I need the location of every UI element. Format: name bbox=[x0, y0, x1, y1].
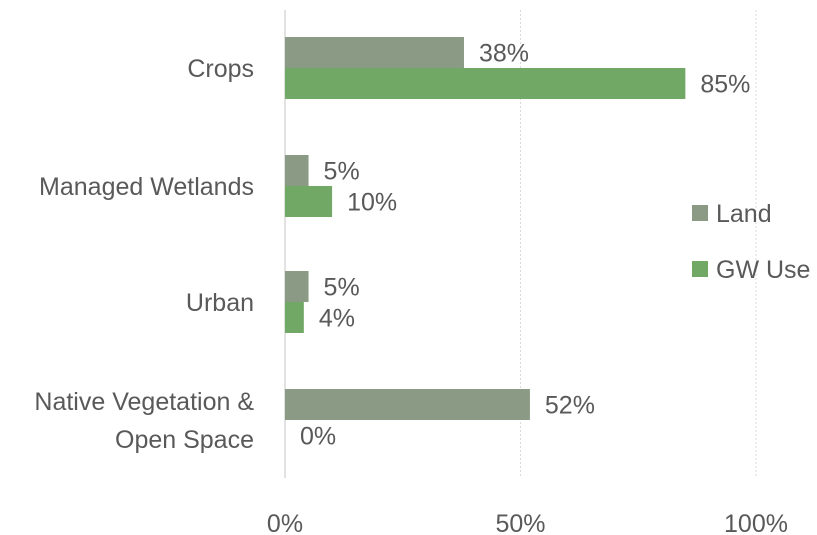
category-label: Native Vegetation & Open Space bbox=[34, 388, 254, 454]
bars: 38% 85% 5% 10% 5% 4% 52% 0% bbox=[285, 37, 750, 451]
x-tick-labels: 0% 50% 100% bbox=[267, 510, 788, 535]
x-tick-label: 0% bbox=[267, 510, 303, 535]
category-label: Crops bbox=[187, 55, 254, 83]
bar-land bbox=[285, 37, 464, 68]
category-label: Managed Wetlands bbox=[39, 173, 254, 201]
data-label: 10% bbox=[347, 189, 397, 217]
legend-swatch bbox=[692, 205, 708, 221]
data-label: 38% bbox=[479, 40, 529, 68]
legend-label: Land bbox=[716, 200, 772, 228]
data-label: 0% bbox=[300, 423, 336, 451]
bar-land bbox=[285, 389, 530, 420]
bar-gw-use bbox=[285, 302, 304, 333]
x-tick-label: 100% bbox=[724, 510, 788, 535]
legend: Land GW Use bbox=[692, 200, 810, 284]
data-label: 85% bbox=[700, 71, 750, 99]
legend-label: GW Use bbox=[716, 256, 810, 284]
x-tick-label: 50% bbox=[495, 510, 545, 535]
category-labels: Crops Managed Wetlands Urban Native Vegetat… bbox=[34, 55, 254, 454]
data-label: 52% bbox=[545, 392, 595, 420]
legend-swatch bbox=[692, 261, 708, 277]
bar-land bbox=[285, 271, 309, 302]
bar-gw-use bbox=[285, 186, 333, 217]
bar-land bbox=[285, 155, 309, 186]
bar-gw-use bbox=[285, 68, 686, 99]
data-label: 5% bbox=[324, 274, 360, 302]
data-label: 4% bbox=[319, 305, 355, 333]
data-label: 5% bbox=[324, 158, 360, 186]
category-label: Urban bbox=[186, 289, 254, 317]
